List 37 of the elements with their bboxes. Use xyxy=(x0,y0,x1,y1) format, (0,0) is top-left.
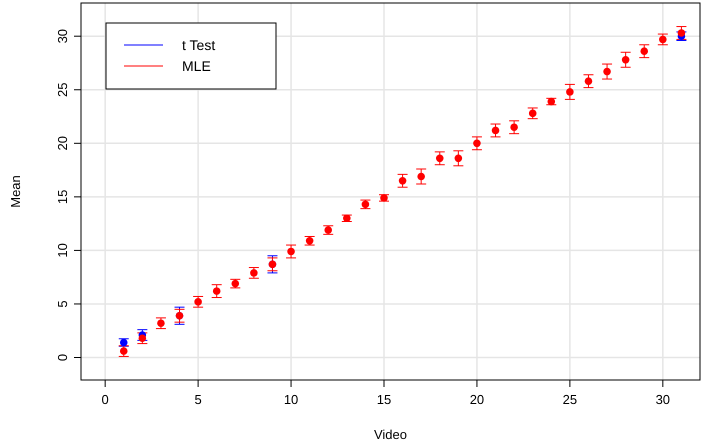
point xyxy=(528,110,536,118)
x-tick-label: 30 xyxy=(656,392,670,407)
y-tick-label: 20 xyxy=(55,136,70,151)
point xyxy=(194,298,202,306)
x-axis-title: Video xyxy=(374,427,408,442)
point xyxy=(678,29,686,37)
x-tick-label: 10 xyxy=(284,392,298,407)
y-tick-label: 5 xyxy=(55,300,70,308)
legend-label: t Test xyxy=(182,37,216,53)
point xyxy=(622,56,630,64)
point xyxy=(603,68,611,76)
y-tick-label: 0 xyxy=(55,354,70,362)
x-tick-label: 0 xyxy=(102,392,109,407)
point xyxy=(584,77,592,85)
point xyxy=(473,140,481,148)
x-tick-label: 25 xyxy=(562,392,578,407)
point xyxy=(640,47,648,55)
point xyxy=(380,194,388,202)
y-tick-label: 10 xyxy=(55,243,70,258)
x-tick-label: 5 xyxy=(194,392,202,407)
point xyxy=(566,88,574,96)
legend-label: MLE xyxy=(182,58,211,74)
y-tick-label: 25 xyxy=(55,82,70,97)
point xyxy=(287,248,295,256)
x-tick-label: 20 xyxy=(470,392,484,407)
point xyxy=(417,172,425,180)
y-axis-title: Mean xyxy=(8,175,23,208)
point xyxy=(398,177,406,185)
x-tick-label: 15 xyxy=(376,392,392,407)
point xyxy=(492,126,500,134)
point xyxy=(454,154,462,162)
point xyxy=(436,154,444,162)
y-tick-label: 30 xyxy=(55,28,70,44)
point xyxy=(510,123,518,132)
point xyxy=(548,98,556,106)
y-tick-label: 15 xyxy=(55,190,70,204)
point xyxy=(212,287,220,295)
